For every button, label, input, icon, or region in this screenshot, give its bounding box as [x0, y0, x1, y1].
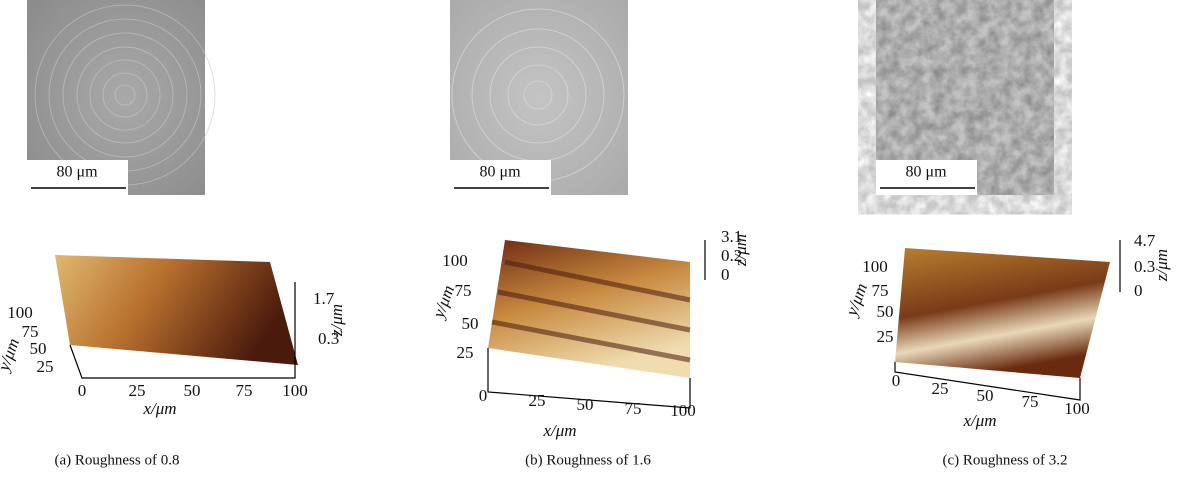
z-tick-label: 0 — [721, 265, 730, 284]
scale-bar-box — [450, 160, 551, 195]
x-tick-label: 75 — [1022, 392, 1039, 411]
x-tick-label: 100 — [670, 401, 696, 420]
x-tick-label: 0 — [479, 386, 488, 405]
x-tick-label: 75 — [625, 399, 642, 418]
y-tick-label: 75 — [872, 281, 889, 300]
scale-bar-box — [27, 160, 128, 195]
x-tick-label: 100 — [282, 381, 308, 400]
axes — [69, 240, 1121, 409]
y-tick-label: 25 — [877, 327, 894, 346]
x-tick-label: 0 — [892, 371, 901, 390]
caption: (b) Roughness of 1.6 — [525, 452, 651, 468]
y-tick-label: 50 — [877, 302, 894, 321]
x-axis-label: x/μm — [542, 421, 576, 440]
x-axis-label: x/μm — [142, 399, 176, 418]
x-axis-label: x/μm — [962, 411, 996, 430]
z-tick-label: 0.3 — [318, 329, 339, 348]
y-tick-label: 50 — [30, 339, 47, 358]
caption: (a) Roughness of 0.8 — [55, 452, 180, 468]
x-tick-label: 50 — [977, 386, 994, 405]
x-tick-label: 75 — [236, 381, 253, 400]
y-tick-label: 25 — [37, 357, 54, 376]
y-tick-label: 75 — [455, 281, 472, 300]
afm-surface — [55, 255, 298, 365]
caption: (c) Roughness of 3.2 — [943, 452, 1068, 468]
y-tick-label: 75 — [22, 322, 39, 341]
scale-bar-label: 80 μm — [479, 164, 521, 181]
scale-bar-box — [876, 160, 977, 195]
z-tick-label: 1.7 — [313, 289, 335, 308]
y-axis-label: y/μm — [841, 281, 871, 320]
scale-bar-label: 80 μm — [56, 164, 98, 181]
surfaces — [55, 240, 1110, 378]
y-tick-label: 100 — [442, 251, 468, 270]
z-tick-label: 0.3 — [1134, 257, 1155, 276]
z-tick-label: 3.1 — [721, 227, 742, 246]
y-axis-label: y/μm — [0, 336, 23, 375]
x-tick-label: 50 — [577, 395, 594, 414]
y-tick-label: 100 — [7, 303, 33, 322]
y-tick-label: 25 — [457, 343, 474, 362]
y-tick-label: 50 — [462, 314, 479, 333]
z-axis-label: z/μm — [731, 234, 750, 267]
x-tick-label: 0 — [78, 381, 87, 400]
x-tick-label: 25 — [529, 391, 546, 410]
y-tick-label: 100 — [862, 257, 888, 276]
x-tick-label: 50 — [184, 381, 201, 400]
z-tick-label: 0 — [1134, 281, 1143, 300]
x-tick-label: 25 — [932, 379, 949, 398]
y-axis-label: y/μm — [428, 283, 458, 322]
z-tick-label: 4.7 — [1134, 231, 1156, 250]
z-axis-label: z/μm — [1152, 249, 1171, 282]
x-tick-label: 100 — [1064, 399, 1090, 418]
afm-surface — [895, 248, 1110, 378]
z-tick-label: 0.2 — [721, 246, 742, 265]
z-axis-label: z/μm — [327, 304, 346, 337]
scale-bar-label: 80 μm — [905, 164, 947, 181]
x-tick-label: 25 — [129, 381, 146, 400]
